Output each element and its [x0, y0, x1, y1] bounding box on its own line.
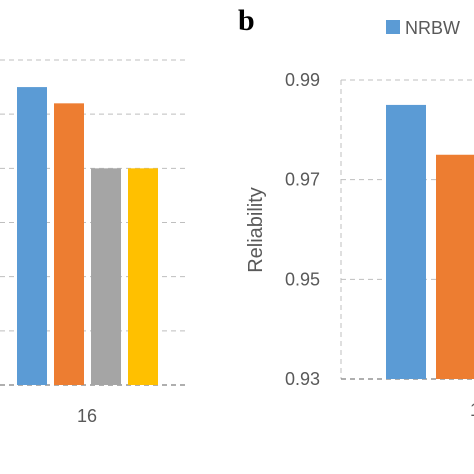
legend: NRBW [386, 18, 460, 38]
bar-series-4 [128, 168, 158, 385]
bar-series-1 [17, 87, 47, 385]
bar-series-1 [386, 104, 426, 380]
bar-series-2 [54, 103, 84, 385]
y-axis-title: Reliability [245, 187, 267, 273]
y-tick-label: 0.97 [285, 170, 320, 190]
chart-panel-b: b NRBW Reliability 0.93 0.95 0.97 0.99 1 [238, 4, 474, 420]
legend-label-nrbw: NRBW [405, 18, 460, 38]
panel-label-b: b [238, 4, 255, 37]
x-tick-label: 1 [470, 400, 474, 420]
legend-swatch-nrbw [386, 20, 400, 34]
chart-panel-a: 16 [0, 59, 188, 426]
y-tick-label: 0.93 [285, 369, 320, 389]
bar-series-3 [91, 168, 121, 385]
y-tick-label: 0.95 [285, 269, 320, 289]
x-tick-label: 16 [77, 406, 97, 426]
y-tick-label: 0.99 [285, 70, 320, 90]
bar-series-2 [436, 154, 474, 379]
